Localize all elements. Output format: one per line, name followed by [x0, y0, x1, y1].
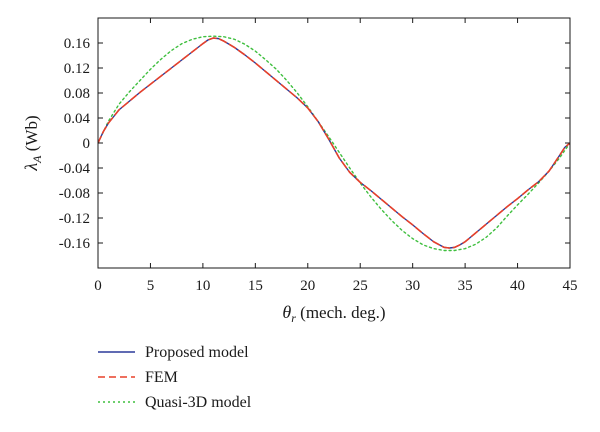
x-tick-label: 15 [248, 278, 263, 294]
x-tick-label: 0 [94, 278, 102, 294]
legend: Proposed model FEM Quasi-3D model [98, 344, 252, 411]
y-tick-label: -0.04 [59, 161, 91, 177]
y-axis-label-subscript: A [30, 155, 44, 164]
y-tick-label: -0.08 [59, 186, 90, 202]
y-tick-label: 0.08 [64, 86, 90, 102]
x-tick-label: 35 [458, 278, 473, 294]
x-axis-label-subscript: r [291, 311, 296, 325]
x-axis-label-symbol: θ [282, 302, 291, 322]
y-tick-label: 0.12 [64, 61, 90, 77]
x-tick-label: 10 [195, 278, 210, 294]
x-axis: 0 5 10 15 20 25 30 35 40 45 [94, 18, 578, 294]
y-tick-label: 0.04 [64, 111, 91, 127]
y-axis: 0.16 0.12 0.08 0.04 0 -0.04 -0.08 -0.12 -0.16 [59, 36, 570, 252]
y-axis-label-unit: (Wb) [22, 115, 41, 155]
y-axis-label-symbol: λ [21, 163, 41, 172]
y-tick-label: -0.12 [59, 211, 90, 227]
y-axis-label: λA (Wb) [21, 115, 44, 171]
legend-label-fem: FEM [145, 369, 178, 386]
x-tick-label: 25 [353, 278, 368, 294]
legend-label-quasi-3d-model: Quasi-3D model [145, 394, 252, 411]
y-tick-label: -0.16 [59, 236, 91, 252]
x-tick-label: 45 [563, 278, 578, 294]
series-layer [98, 35, 570, 252]
x-tick-label: 5 [147, 278, 155, 294]
y-tick-label: 0.16 [64, 36, 91, 52]
y-tick-label: 0 [83, 136, 91, 152]
x-axis-label-unit: (mech. deg.) [296, 303, 386, 322]
x-tick-label: 30 [405, 278, 420, 294]
series-line-quasi-3d-model [98, 35, 570, 252]
series-line-fem [98, 37, 570, 249]
x-tick-label: 40 [510, 278, 525, 294]
x-axis-label: θr (mech. deg.) [282, 302, 385, 325]
legend-label-proposed-model: Proposed model [145, 344, 249, 361]
x-tick-label: 20 [300, 278, 315, 294]
